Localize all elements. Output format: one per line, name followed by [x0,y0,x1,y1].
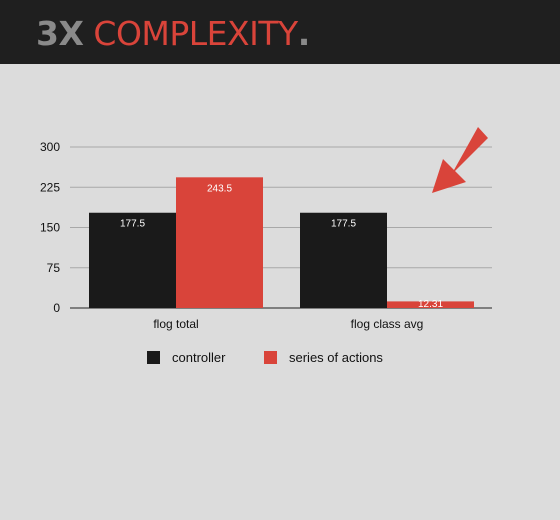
legend-label: series of actions [289,350,383,365]
category-label: flog total [153,317,198,331]
data-label: 243.5 [207,183,232,194]
data-label: 177.5 [120,219,145,230]
labels: 0 75 150 225 300 177.5 243.5 flog total 177.5 12.… [40,140,443,331]
data-label: 12.31 [418,299,443,310]
y-tick-label: 225 [40,180,60,194]
bar [300,212,387,308]
header-bar: 3X COMPLEXITY. [0,0,560,64]
bar-chart: 0 75 150 225 300 177.5 243.5 flog total 177.5 12.… [40,127,492,365]
legend-swatch [147,351,160,364]
legend-swatch [264,351,277,364]
y-tick-label: 75 [47,261,61,275]
title-number: 3X [36,14,84,53]
data-label: 177.5 [331,219,356,230]
category-label: flog class avg [351,317,424,331]
y-tick-label: 300 [40,140,60,154]
bar [387,301,474,308]
legend-label: controller [172,350,226,365]
bars [89,177,474,308]
bar [176,177,263,308]
arrow-icon [432,127,488,193]
bar [89,212,176,308]
title-punct: . [297,14,311,53]
y-tick-label: 0 [53,301,60,315]
legend: controller series of actions [147,350,383,365]
title-word: COMPLEXITY [93,14,298,53]
y-tick-label: 150 [40,221,60,235]
page-title: 3X COMPLEXITY. [36,14,310,54]
